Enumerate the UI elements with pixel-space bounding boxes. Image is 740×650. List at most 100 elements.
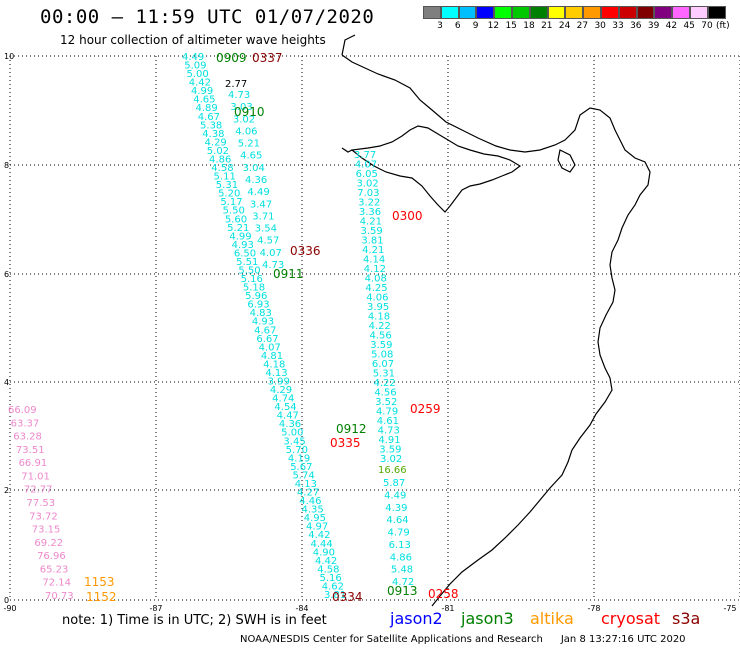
track-b-wave-height: 4.08	[365, 274, 387, 285]
track-a-wave-height: 5.09	[184, 61, 206, 72]
track-a-wave-height: 5.11	[214, 172, 236, 183]
pass-time-label: 0300	[392, 209, 423, 223]
track-b-wave-height: 3.22	[358, 198, 380, 209]
track-a-wave-height: 5.50	[238, 265, 260, 276]
track-a-wave-height: 2.77	[225, 79, 247, 90]
track-a-wave-height: 4.86	[209, 154, 231, 165]
legend-jason2: jason2	[390, 609, 443, 628]
color-scale-swatch	[707, 6, 726, 19]
track-c-wave-height: 63.37	[11, 418, 40, 429]
color-scale-label: 12	[487, 21, 500, 31]
pass-time-label: 0335	[330, 436, 361, 450]
track-b-wave-height: 4.06	[366, 293, 388, 304]
track-a-wave-height: 4.36	[279, 419, 301, 430]
track-a-wave-height: 4.42	[315, 556, 337, 567]
longitude-tick: -84	[295, 604, 308, 613]
track-c-wave-height: 69.22	[34, 538, 63, 549]
color-scale-label: 3	[437, 21, 443, 31]
latitude-tick: 2	[4, 486, 9, 495]
track-b-wave-height: 3.95	[367, 302, 389, 313]
track-a-wave-height: 4.65	[193, 95, 215, 106]
color-scale-swatch	[511, 6, 530, 19]
track-b-wave-height: 3.81	[361, 236, 383, 247]
color-scale-swatch	[636, 6, 655, 19]
track-b-wave-height: 3.59	[361, 226, 383, 237]
track-b-wave-height: 4.18	[368, 312, 390, 323]
pass-time-label: 1153	[84, 575, 115, 589]
longitude-tick: -78	[587, 604, 600, 613]
legend-altika: altika	[530, 609, 574, 628]
color-scale-swatch	[529, 6, 548, 19]
track-b-wave-height: 3.77	[354, 150, 376, 161]
track-a-wave-height: 4.29	[270, 385, 292, 396]
track-a-wave-height: 4.54	[274, 402, 296, 413]
track-a-wave-height: 4.58	[211, 163, 233, 174]
track-b-wave-height: 4.14	[363, 255, 385, 266]
track-a-wave-height: 4.49	[247, 187, 269, 198]
track-a-wave-height: 4.95	[304, 513, 326, 524]
color-scale-label: 27	[576, 21, 589, 31]
track-a-wave-height: 5.16	[241, 274, 263, 285]
color-scale-swatch	[440, 6, 459, 19]
credit-text: NOAA/NESDIS Center for Satellite Applica…	[240, 634, 543, 645]
track-b-wave-height: 4.12	[364, 264, 386, 275]
track-b-wave-height: 6.07	[372, 359, 394, 370]
track-b-wave-height: 4.22	[374, 378, 396, 389]
track-a-wave-height: 4.97	[306, 522, 328, 533]
color-scale-labels: 3 6 9 12 15 18 21 24 27 30 33 36 39 42 45 70 (ft)	[423, 21, 740, 35]
page-title: 00:00 – 11:59 UTC 01/07/2020	[40, 6, 375, 28]
latitude-tick: 0	[4, 596, 9, 605]
track-b-wave-height: 5.48	[391, 565, 413, 576]
track-a-wave-height: 3.04	[243, 163, 265, 174]
longitude-tick: -90	[3, 604, 16, 613]
track-a-wave-height: 5.00	[187, 69, 209, 80]
color-scale-swatch	[600, 6, 619, 19]
color-scale-label: 45	[683, 21, 695, 31]
track-a-wave-height: 5.74	[292, 470, 314, 481]
color-scale-label: 33	[612, 21, 624, 31]
credit-line: NOAA/NESDIS Center for Satellite Applica…	[240, 634, 686, 645]
color-scale-swatch	[565, 6, 584, 19]
track-a-wave-height: 4.29	[205, 137, 227, 148]
legend-cryosat: cryosat	[601, 609, 661, 628]
track-c-wave-height: 70.73	[45, 591, 74, 602]
color-scale-label: 15	[505, 21, 517, 31]
track-a-wave-height: 4.74	[272, 394, 294, 405]
track-a-wave-height: 5.20	[218, 189, 240, 200]
pass-time-label: 0911	[273, 267, 304, 281]
track-c-wave-height: 77.53	[27, 498, 56, 509]
track-b-wave-height: 4.72	[392, 577, 414, 588]
credit-timestamp: Jan 8 13:27:16 UTC 2020	[560, 634, 686, 645]
track-a-wave-height: 4.36	[245, 175, 267, 186]
track-a-wave-height: 4.57	[257, 236, 279, 247]
pass-time-label: 0913	[387, 584, 418, 598]
track-a-wave-height: 5.96	[245, 291, 267, 302]
track-a-wave-height: 5.17	[220, 197, 242, 208]
altimeter-tracks: 4.495.095.004.424.994.654.894.675.384.38…	[8, 52, 414, 602]
track-a-wave-height: 5.18	[243, 283, 265, 294]
track-c-wave-height: 72.77	[24, 485, 53, 496]
track-a-wave-height: 6.93	[247, 300, 269, 311]
track-a-wave-height: 4.19	[288, 453, 310, 464]
track-a-wave-height: 4.62	[322, 581, 344, 592]
track-b-wave-height: 4.22	[369, 321, 391, 332]
track-a-wave-height: 3.02	[233, 114, 255, 125]
track-b-wave-height: 4.79	[388, 528, 410, 539]
legend-jason3: jason3	[461, 609, 514, 628]
track-a-wave-height: 4.67	[254, 325, 276, 336]
track-b-wave-height: 4.61	[377, 416, 399, 427]
color-scale-label: 42	[665, 21, 678, 31]
units-note: note: 1) Time is in UTC; 2) SWH is in fe…	[62, 613, 327, 628]
track-b-wave-height: 4.86	[390, 552, 412, 563]
track-b-wave-height: 3.02	[356, 179, 378, 190]
track-a-wave-height: 4.49	[182, 52, 204, 63]
track-b-wave-height: 4.56	[369, 331, 391, 342]
track-a-wave-height: 4.47	[277, 411, 299, 422]
track-a-wave-height: 4.83	[250, 308, 272, 319]
track-b-wave-height: 4.56	[374, 388, 396, 399]
pass-time-label: 0258	[428, 587, 459, 601]
latitude-tick: 6	[4, 270, 9, 279]
longitude-tick: -75	[723, 604, 736, 613]
color-scale-swatch	[672, 6, 690, 19]
